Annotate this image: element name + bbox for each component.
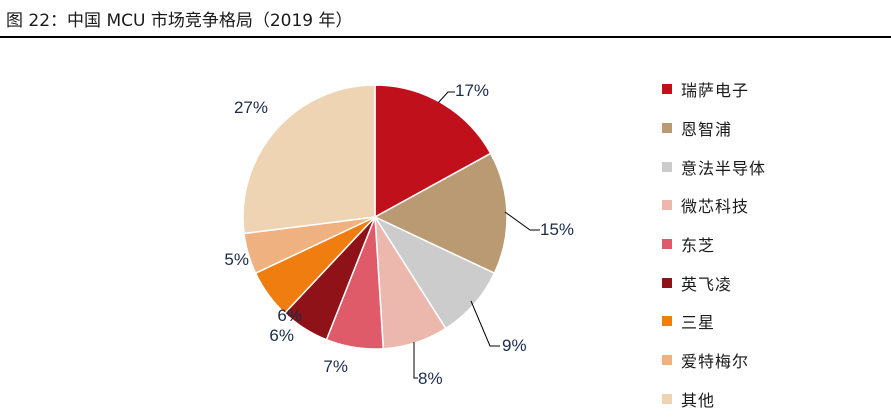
legend-item-4: 微芯科技 bbox=[662, 186, 766, 225]
legend-swatch bbox=[662, 316, 672, 326]
legend-label: 东芝 bbox=[681, 232, 715, 256]
legend-item-1: 瑞萨电子 bbox=[662, 70, 766, 109]
legend-label: 微芯科技 bbox=[681, 193, 749, 217]
legend-label: 意法半导体 bbox=[681, 155, 766, 179]
slice-label-8: 5% bbox=[224, 250, 249, 269]
slice-label-7: 6% bbox=[277, 306, 302, 325]
leader-line-2 bbox=[505, 212, 540, 230]
slice-label-5: 7% bbox=[323, 357, 348, 376]
legend-label: 英飞凌 bbox=[681, 271, 732, 295]
legend-label: 爱特梅尔 bbox=[681, 348, 749, 372]
legend-swatch bbox=[662, 84, 672, 94]
legend-item-9: 其他 bbox=[662, 380, 766, 418]
legend-swatch bbox=[662, 162, 672, 172]
legend-swatch bbox=[662, 200, 672, 210]
legend-item-8: 爱特梅尔 bbox=[662, 341, 766, 380]
legend-swatch bbox=[662, 123, 672, 133]
legend-label: 三星 bbox=[681, 309, 715, 333]
slice-label-3: 9% bbox=[502, 336, 527, 355]
legend-swatch bbox=[662, 278, 672, 288]
slice-label-2: 15% bbox=[540, 220, 574, 239]
legend-item-5: 东芝 bbox=[662, 225, 766, 264]
slice-label-9: 27% bbox=[234, 98, 268, 117]
slice-label-1: 17% bbox=[455, 81, 489, 100]
legend-label: 恩智浦 bbox=[681, 116, 732, 140]
legend-swatch bbox=[662, 394, 672, 404]
slice-label-6: 6% bbox=[269, 326, 294, 345]
legend-item-3: 意法半导体 bbox=[662, 147, 766, 186]
chart-legend: 瑞萨电子恩智浦意法半导体微芯科技东芝英飞凌三星爱特梅尔其他 bbox=[662, 70, 766, 418]
legend-swatch bbox=[662, 239, 672, 249]
legend-label: 其他 bbox=[681, 387, 715, 411]
leader-line-1 bbox=[438, 92, 455, 103]
slice-label-4: 8% bbox=[418, 369, 443, 388]
legend-item-6: 英飞凌 bbox=[662, 263, 766, 302]
legend-label: 瑞萨电子 bbox=[681, 77, 749, 101]
legend-item-2: 恩智浦 bbox=[662, 109, 766, 148]
leader-line-3 bbox=[471, 301, 500, 346]
legend-swatch bbox=[662, 355, 672, 365]
legend-item-7: 三星 bbox=[662, 302, 766, 341]
